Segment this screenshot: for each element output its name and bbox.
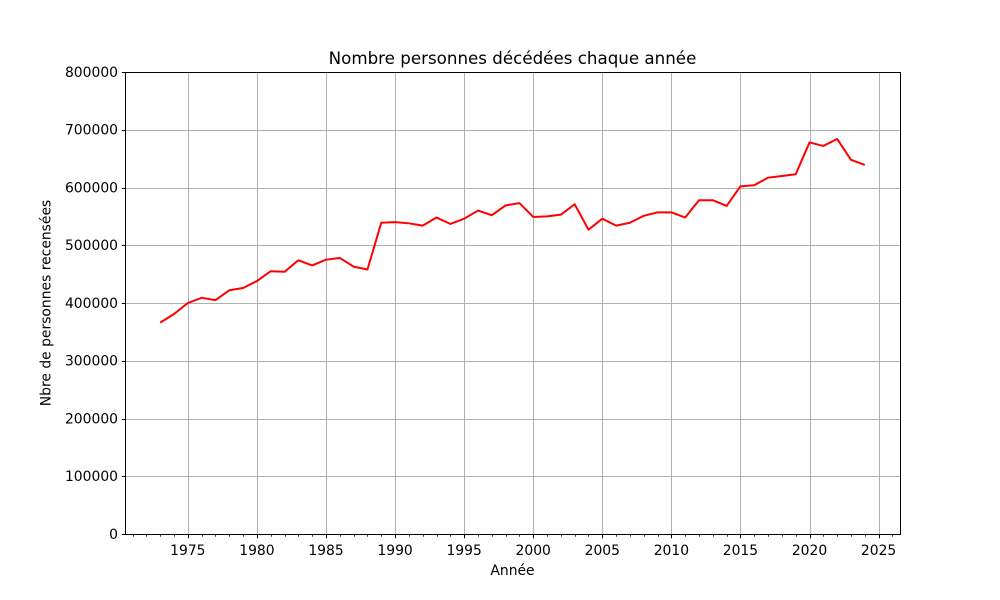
grid-lines xyxy=(125,72,900,535)
y-tick-label: 0 xyxy=(109,527,118,543)
y-tick-label: 200000 xyxy=(65,411,118,427)
deaths-per-year-line xyxy=(159,137,866,324)
x-tick-label: 2005 xyxy=(585,543,620,559)
axes xyxy=(121,72,901,539)
chart-title: Nombre personnes décédées chaque année xyxy=(329,48,697,68)
y-axis-label: Nbre de personnes recensées xyxy=(39,200,55,406)
tick-labels: 1975 1980 1985 1990 1995 2000 2005 2010 2015 2020… xyxy=(65,65,896,559)
x-tick-label: 2000 xyxy=(516,543,551,559)
x-tick-label: 1985 xyxy=(308,543,343,559)
x-axis-label: Année xyxy=(490,563,534,579)
y-tick-label: 300000 xyxy=(65,354,118,370)
y-tick-label: 400000 xyxy=(65,296,118,312)
y-tick-label: 800000 xyxy=(65,65,118,81)
x-tick-label: 2020 xyxy=(792,543,827,559)
y-tick-label: 700000 xyxy=(65,123,118,139)
x-tick-label: 2025 xyxy=(861,543,896,559)
y-tick-label: 100000 xyxy=(65,469,118,485)
x-tick-label: 1990 xyxy=(377,543,412,559)
y-tick-label: 600000 xyxy=(65,180,118,196)
x-tick-label: 1980 xyxy=(239,543,274,559)
x-tick-label: 2010 xyxy=(654,543,689,559)
x-tick-label: 1995 xyxy=(446,543,481,559)
x-tick-label: 1975 xyxy=(170,543,205,559)
data-series xyxy=(159,137,866,324)
y-tick-label: 500000 xyxy=(65,238,118,254)
x-tick-label: 2015 xyxy=(723,543,758,559)
